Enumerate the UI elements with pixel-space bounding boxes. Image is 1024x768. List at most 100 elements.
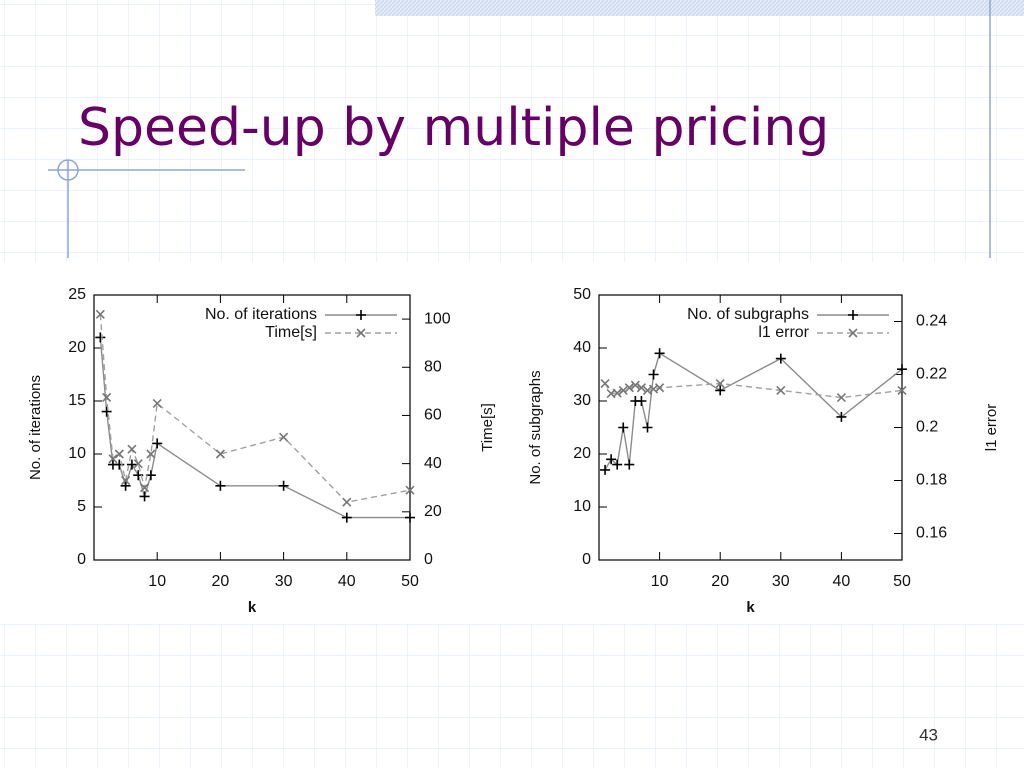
marker [108,454,118,464]
y-tick-label: 25 [68,286,86,303]
y2-tick-label: 20 [424,503,442,520]
x-tick-label: 10 [148,573,166,590]
marker [102,392,112,402]
marker [152,398,162,408]
marker [654,348,665,359]
y2-axis-label: l1 error [983,404,1000,452]
marker [636,396,647,406]
x-axis-label: k [248,599,257,616]
marker [405,512,415,523]
marker [600,378,610,389]
marker [612,388,622,398]
legend-label: Time[s] [265,324,317,341]
marker [126,459,137,470]
legend-label: No. of subgraphs [687,306,809,323]
marker [897,385,907,395]
marker [648,369,659,380]
y2-tick-label: 0 [424,551,433,568]
y2-tick-label: 0.24 [916,313,947,330]
marker [114,459,125,470]
y-tick-label: 50 [573,286,591,303]
y-tick-label: 10 [573,498,591,515]
page-number: 43 [919,725,938,744]
x-tick-label: 30 [275,573,293,590]
y2-tick-label: 0.16 [916,525,947,542]
marker [618,422,629,433]
chart-panel [0,262,1024,624]
y-tick-label: 40 [573,339,591,356]
marker [405,485,415,495]
slide-title: Speed-up by multiple pricing [78,98,829,158]
x-tick-label: 50 [401,573,419,590]
y-tick-label: 15 [68,392,86,409]
marker [642,422,653,433]
marker [279,432,289,442]
x-tick-label: 30 [772,573,790,590]
marker [215,449,225,459]
marker [836,411,847,422]
marker [278,480,289,491]
marker [848,328,858,338]
x-axis-label: k [746,599,755,616]
y2-tick-label: 0.2 [916,419,938,436]
y-tick-label: 10 [68,445,86,462]
y2-tick-label: 100 [424,310,451,327]
y-tick-label: 0 [77,551,86,568]
decor-circle [57,159,79,181]
marker [127,444,137,454]
header-band [375,0,1024,16]
y2-axis-label: Time[s] [479,403,496,452]
y2-tick-label: 80 [424,358,442,375]
marker [897,364,907,375]
y-tick-label: 20 [68,339,86,356]
y-tick-label: 0 [582,551,591,568]
marker [636,383,646,393]
marker [606,454,617,465]
marker [356,328,366,338]
y-tick-label: 5 [77,498,86,515]
marker [848,310,858,320]
marker [95,332,106,343]
marker [715,385,726,396]
plot-frame [93,294,411,561]
marker [146,449,156,459]
marker [836,392,846,403]
marker [775,353,786,364]
marker [121,475,131,486]
marker [624,459,635,470]
y-tick-label: 30 [573,392,591,409]
marker [612,459,623,470]
marker [133,459,143,469]
x-tick-label: 40 [338,573,356,590]
marker [600,464,611,475]
marker [114,449,124,459]
marker [101,406,112,417]
y-tick-label: 20 [573,445,591,462]
x-tick-label: 10 [651,573,669,590]
marker [624,383,634,393]
x-tick-label: 20 [711,573,729,590]
series-line [604,382,903,399]
marker [776,385,786,395]
y2-tick-label: 0.22 [916,366,947,383]
marker [342,497,352,507]
marker [152,438,163,449]
marker [120,480,131,491]
series-line [604,352,903,471]
y-axis-label: No. of iterations [27,375,44,480]
marker [215,480,226,491]
legend-label: l1 error [758,324,809,341]
y2-tick-label: 60 [424,407,442,424]
marker [341,512,352,523]
y2-tick-label: 0.18 [916,472,947,489]
marker [618,385,628,395]
series-line [99,314,411,503]
y2-tick-label: 40 [424,455,442,472]
x-tick-label: 50 [893,573,911,590]
marker [95,309,105,319]
y-axis-label: No. of subgraphs [527,370,544,484]
marker [356,310,366,320]
x-tick-label: 40 [833,573,851,590]
marker [630,380,640,390]
marker [655,383,665,393]
